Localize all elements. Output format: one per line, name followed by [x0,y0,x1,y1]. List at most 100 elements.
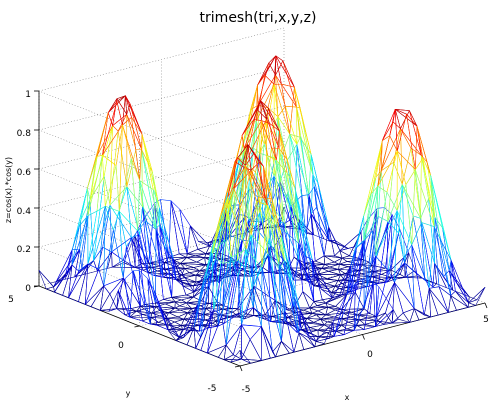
mesh-triangle [450,290,469,308]
x-axis-label: x [345,393,350,402]
mesh-triangle [263,84,275,177]
x-tick-0: 0 [367,350,373,360]
mesh-triangle [304,318,314,324]
mesh-triangle [84,268,104,305]
mesh-triangle [239,350,251,364]
y-tick-0: 0 [118,341,124,351]
mesh-triangle [391,274,406,278]
mesh-triangle [112,114,127,132]
mesh-triangle [186,253,196,258]
mesh-triangle [186,327,196,349]
mesh-triangle [375,191,398,257]
mesh-triangle [433,226,451,296]
mesh-triangle [165,301,176,309]
mesh-triangle [289,133,310,196]
mesh-triangle [141,134,160,209]
mesh-triangle [111,259,136,268]
z-tick-02: 0.2 [17,245,31,255]
chart-title: trimesh(tri,x,y,z) [200,10,317,26]
mesh-triangle [168,312,189,318]
mesh-triangle [260,100,270,124]
x-tick-mark [362,334,365,340]
mesh-triangle [339,250,350,259]
mesh-triangle [100,293,118,311]
mesh-triangle [119,158,138,232]
mesh-triangle [207,344,227,358]
mesh-triangle [90,285,104,311]
z-tick-08: 0.8 [17,129,32,139]
mesh-triangle [368,279,387,283]
mesh-triangle [371,140,383,194]
z-axis-label: z=cos(x).*cos(y) [4,157,13,223]
mesh-triangle [78,263,89,305]
mesh-triangle [310,207,330,242]
mesh-triangle [111,251,124,268]
x-tick-mark [239,365,243,372]
mesh-triangle [122,124,140,181]
mesh-triangle [442,227,452,271]
mesh-triangle [250,84,258,122]
mesh-triangle [409,308,420,323]
mesh-triangle [135,267,152,271]
mesh-triangle [123,277,141,309]
mesh-triangle [394,109,418,127]
mesh-triangle [225,324,242,356]
mesh-triangle [139,206,149,273]
mesh-triangle [416,125,431,176]
mesh-triangle [84,285,104,307]
x-tick-neg5: -5 [242,385,251,395]
z-tick-04: 0.4 [17,207,32,217]
mesh-triangle [448,295,457,313]
mesh-triangle [314,255,326,265]
mesh-triangle [342,312,359,318]
mesh-triangle [423,288,431,318]
mesh-triangle [107,95,126,113]
mesh-triangle [428,288,449,316]
y-tick-neg5: -5 [208,384,217,394]
mesh-triangle [467,302,476,308]
mesh-triangle [275,341,290,358]
mesh-triangle [186,249,207,255]
x-tick-5: 5 [483,315,489,325]
mesh-triangle [308,154,315,195]
mesh-triangle [151,306,161,314]
mesh-triangle [173,257,187,264]
grid-line-z-back [38,27,285,92]
x-tick-mark [484,302,488,309]
mesh-triangle [261,326,271,361]
z-tick-1: 1 [25,90,31,100]
mesh-triangle [190,225,210,250]
mesh-triangle [391,282,404,324]
mesh-triangle [62,264,73,298]
mesh-triangle [356,215,364,249]
mesh-triangle [153,290,169,330]
mesh-triangle [389,109,398,152]
mesh-triangle [158,318,169,326]
mesh-triangle [468,287,486,306]
mesh-triangle [200,309,214,354]
mesh-triangle [317,306,328,316]
mesh-triangle [375,255,389,317]
mesh-triangle [257,62,276,106]
mesh-triangle [400,128,412,185]
mesh-triangle [351,280,369,285]
mesh-triangle [363,281,376,330]
mesh-triangle [391,309,399,324]
mesh-triangle [329,263,340,270]
mesh-triangle [302,291,315,309]
y-tick-mark [134,325,140,328]
mesh-triangle [100,308,118,312]
mesh-triangle [312,174,330,241]
mesh-triangle [394,282,415,314]
mesh-triangle [105,165,120,212]
mesh-triangle [338,263,349,270]
y-tick-5: 5 [8,295,14,305]
z-tick-06: 0.6 [17,168,32,178]
mesh-triangle [122,95,132,126]
mesh-triangle [314,341,325,348]
mesh-triangle [334,257,343,265]
z-tick-0: 0 [25,284,31,294]
grid-line-z-left [38,90,241,172]
mesh-triangle [382,109,396,141]
